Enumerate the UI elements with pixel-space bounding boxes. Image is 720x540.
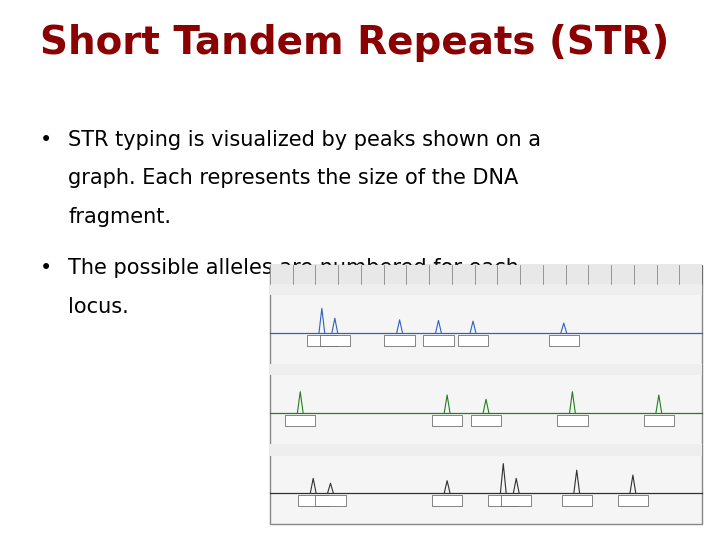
FancyBboxPatch shape xyxy=(270,265,702,284)
FancyBboxPatch shape xyxy=(315,495,346,506)
FancyBboxPatch shape xyxy=(307,335,337,346)
FancyBboxPatch shape xyxy=(458,335,488,346)
Text: •: • xyxy=(40,258,52,278)
Text: STR typing is visualized by peaks shown on a: STR typing is visualized by peaks shown … xyxy=(68,130,541,150)
Text: locus.: locus. xyxy=(68,297,129,317)
FancyBboxPatch shape xyxy=(562,495,592,506)
FancyBboxPatch shape xyxy=(423,335,454,346)
FancyBboxPatch shape xyxy=(270,265,702,524)
FancyBboxPatch shape xyxy=(320,335,350,346)
FancyBboxPatch shape xyxy=(644,415,674,426)
FancyBboxPatch shape xyxy=(270,444,702,456)
FancyBboxPatch shape xyxy=(298,495,328,506)
FancyBboxPatch shape xyxy=(549,335,579,346)
FancyBboxPatch shape xyxy=(384,335,415,346)
FancyBboxPatch shape xyxy=(618,495,648,506)
FancyBboxPatch shape xyxy=(432,415,462,426)
Text: graph. Each represents the size of the DNA: graph. Each represents the size of the D… xyxy=(68,168,518,188)
FancyBboxPatch shape xyxy=(557,415,588,426)
Text: Short Tandem Repeats (STR): Short Tandem Repeats (STR) xyxy=(40,24,669,62)
FancyBboxPatch shape xyxy=(270,363,702,375)
FancyBboxPatch shape xyxy=(501,495,531,506)
Text: fragment.: fragment. xyxy=(68,207,171,227)
FancyBboxPatch shape xyxy=(285,415,315,426)
FancyBboxPatch shape xyxy=(488,495,518,506)
Text: •: • xyxy=(40,130,52,150)
FancyBboxPatch shape xyxy=(270,284,702,295)
FancyBboxPatch shape xyxy=(432,495,462,506)
Text: The possible alleles are numbered for each: The possible alleles are numbered for ea… xyxy=(68,258,519,278)
FancyBboxPatch shape xyxy=(471,415,501,426)
